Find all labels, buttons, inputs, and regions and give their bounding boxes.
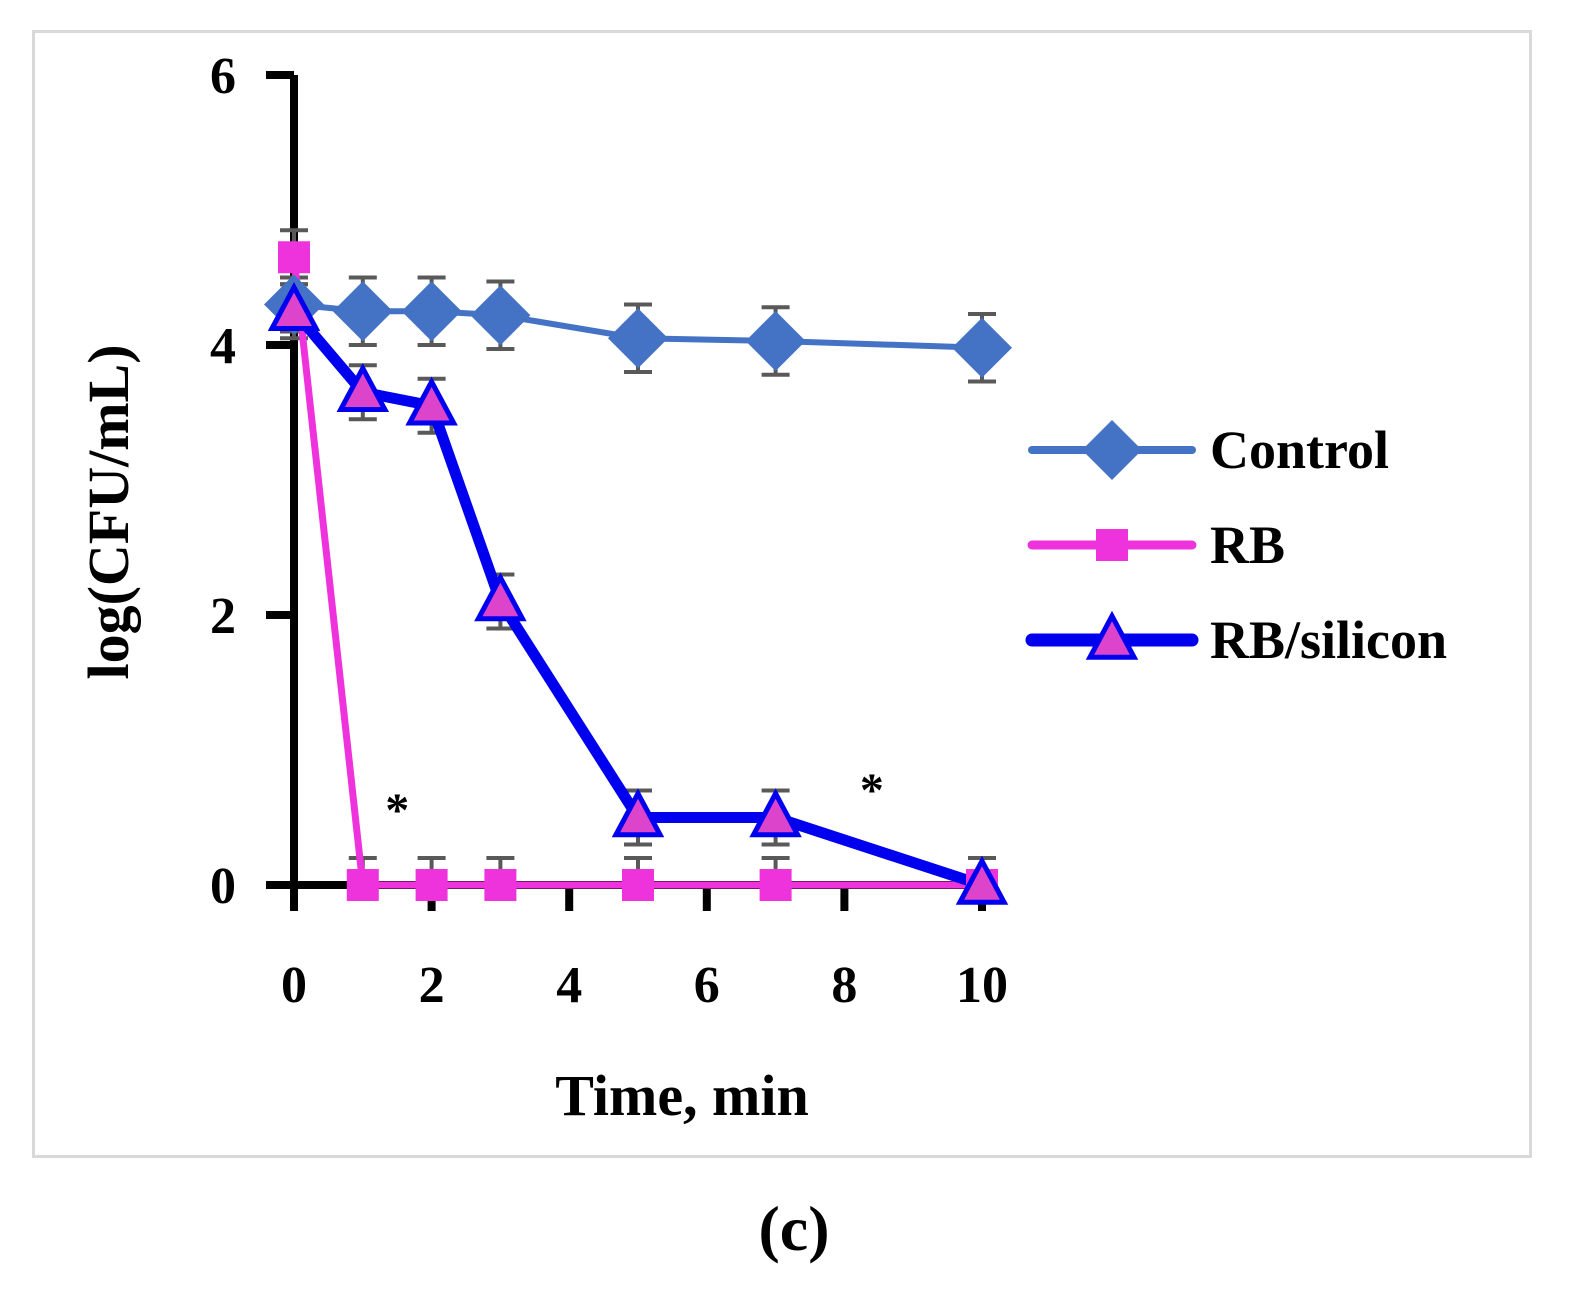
legend-control-swatch-marker: [1082, 420, 1142, 480]
rb-silicon-marker: [611, 788, 665, 838]
y-tick-label: 0: [210, 858, 236, 915]
rb-marker: [278, 241, 310, 274]
control-marker: [470, 285, 531, 346]
rb-silicon-marker: [749, 788, 802, 838]
legend-control-label: Control: [1210, 420, 1389, 480]
legend-rb-swatch-marker: [1096, 529, 1128, 561]
control-marker: [401, 281, 462, 342]
figure-caption: (c): [758, 1193, 830, 1264]
series-markers: [264, 241, 1012, 905]
annotations: * *: [385, 764, 884, 837]
chart-frame: [32, 30, 1532, 1158]
x-tick-label: 10: [956, 957, 1008, 1014]
rb-marker: [346, 869, 379, 901]
x-tick-label: 0: [281, 957, 307, 1014]
rb-silicon-marker: [474, 572, 527, 622]
rb-marker: [415, 869, 448, 901]
control-marker: [745, 310, 806, 371]
significance-annotation: *: [860, 764, 884, 817]
y-axis-title: log(CFU/mL): [76, 344, 141, 679]
rb-marker: [622, 869, 654, 901]
rb-marker: [484, 869, 517, 901]
legend-rb-silicon-label: RB/silicon: [1210, 610, 1447, 670]
x-tick-label: 8: [831, 957, 857, 1014]
significance-annotation: *: [385, 784, 409, 837]
x-tick-label: 6: [694, 957, 720, 1014]
control-marker: [608, 308, 668, 369]
rb-silicon-marker: [336, 362, 390, 413]
control-marker: [952, 317, 1012, 378]
x-tick-label: 2: [419, 957, 445, 1014]
control-marker: [332, 281, 393, 342]
x-tick-label: 4: [556, 957, 582, 1014]
rb-marker: [759, 869, 792, 901]
rb-silicon-marker: [267, 281, 321, 332]
legend-rb-silicon-swatch-marker: [1085, 610, 1139, 660]
rb-silicon-marker: [405, 376, 458, 426]
y-tick-label: 4: [210, 318, 236, 375]
legend-rb-label: RB: [1210, 515, 1285, 575]
rb-silicon-marker: [955, 855, 1009, 905]
axes: 0 2 4 6 0 2 4 6 8 10: [210, 48, 1008, 1014]
y-tick-label: 2: [210, 588, 236, 645]
x-axis-title: Time, min: [555, 1063, 809, 1128]
legend: Control RB RB/silicon: [1025, 420, 1447, 670]
y-tick-label: 6: [210, 48, 236, 105]
